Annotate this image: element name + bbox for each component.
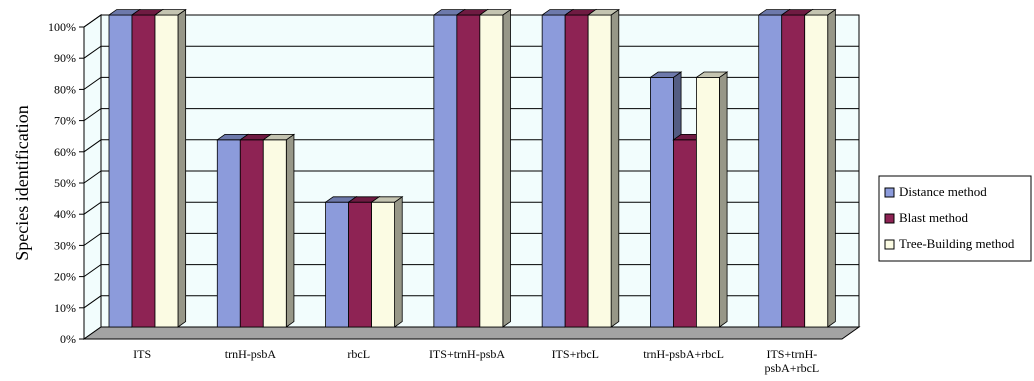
bar-front: [456, 14, 481, 328]
x-category-label: ITS+trnH-: [766, 347, 817, 361]
bar-top: [370, 196, 404, 203]
y-axis-ticks: 0% 10% 20% 30% 40% 50% 60% 70% 80% 90% 100%: [48, 20, 85, 346]
floor: [82, 326, 861, 340]
y-tick-label: 100%: [48, 20, 76, 34]
y-tick-label: 80%: [54, 82, 76, 96]
bar-side: [502, 8, 511, 328]
plot-floor: [82, 326, 861, 340]
bar-top: [649, 71, 683, 78]
x-category-label: ITS+trnH-psbA: [429, 347, 505, 361]
legend-swatch: [884, 187, 895, 198]
y-tick-label: 60%: [54, 145, 76, 159]
bar: [478, 8, 512, 328]
bar-front: [433, 14, 458, 328]
bar: [803, 8, 837, 328]
bar-front: [216, 139, 241, 328]
y-tick-label: 30%: [54, 238, 76, 252]
y-tick-label: 40%: [54, 207, 76, 221]
legend-label: Distance method: [899, 184, 987, 199]
x-category-label: ITS: [133, 347, 151, 361]
y-axis-label: Species identification: [12, 105, 32, 260]
x-axis-categories: ITS trnH-psbA rbcL ITS+trnH-psbA ITS+rbcL trn…: [133, 347, 819, 375]
bar-front: [804, 14, 829, 328]
bars: [107, 8, 837, 328]
bar-top: [803, 9, 837, 16]
bar-front: [154, 14, 179, 328]
bar: [262, 133, 296, 328]
bar-front: [325, 201, 349, 328]
y-tick-label: 20%: [54, 270, 76, 284]
bar-front: [564, 14, 589, 328]
bar-top: [478, 9, 512, 16]
x-category-label: trnH-psbA+rbcL: [643, 347, 724, 361]
bar-front: [108, 14, 133, 328]
x-category-label: rbcL: [347, 347, 370, 361]
bar-top: [262, 133, 296, 141]
x-category-label: psbA+rbcL: [764, 361, 819, 375]
bar-front: [781, 14, 806, 328]
legend-swatch: [884, 213, 895, 224]
bar-front: [673, 139, 697, 328]
legend-label: Tree-Building method: [899, 236, 1015, 251]
y-tick-label: 50%: [54, 176, 76, 190]
bar-front: [479, 14, 504, 328]
legend-box: [878, 175, 1032, 262]
y-tick-label: 90%: [54, 51, 76, 65]
legend-label: Blast method: [899, 210, 968, 225]
x-category-label: ITS+rbcL: [552, 347, 599, 361]
y-tick-label: 70%: [54, 114, 76, 128]
bar-side: [610, 8, 620, 328]
bar-front: [696, 77, 720, 328]
bar-top: [695, 71, 729, 78]
bar-top: [586, 9, 621, 16]
legend-swatch: [884, 239, 895, 250]
bar: [695, 71, 729, 328]
x-category-label: trnH-psbA: [225, 347, 277, 361]
bar-side: [285, 133, 295, 328]
bar-front: [541, 14, 566, 328]
bar-front: [131, 14, 156, 328]
bar-front: [587, 14, 612, 328]
legend: Distance method Blast method Tree-Building…: [878, 175, 1032, 262]
bar-side: [177, 8, 187, 328]
bar-side: [827, 8, 836, 328]
bar: [153, 8, 187, 328]
bar-side: [394, 196, 403, 328]
y-tick-label: 0%: [60, 332, 76, 346]
bar-front: [371, 201, 395, 328]
bar-top: [153, 9, 187, 16]
y-tick-label: 10%: [54, 301, 76, 315]
bar-front: [758, 14, 783, 328]
bar: [586, 8, 621, 328]
bar-front: [348, 201, 372, 328]
bar-front: [262, 139, 287, 328]
bar-front: [650, 77, 674, 328]
bar-front: [239, 139, 264, 328]
bar: [370, 196, 404, 328]
bar-side: [719, 71, 728, 328]
